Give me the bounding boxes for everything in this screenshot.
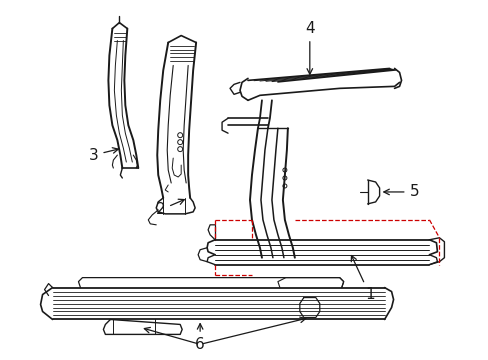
- Text: 2: 2: [155, 199, 184, 217]
- Text: 1: 1: [350, 256, 374, 302]
- Text: 4: 4: [305, 21, 314, 74]
- Text: 3: 3: [88, 148, 118, 163]
- Text: 6: 6: [195, 324, 204, 352]
- Text: 5: 5: [383, 184, 418, 199]
